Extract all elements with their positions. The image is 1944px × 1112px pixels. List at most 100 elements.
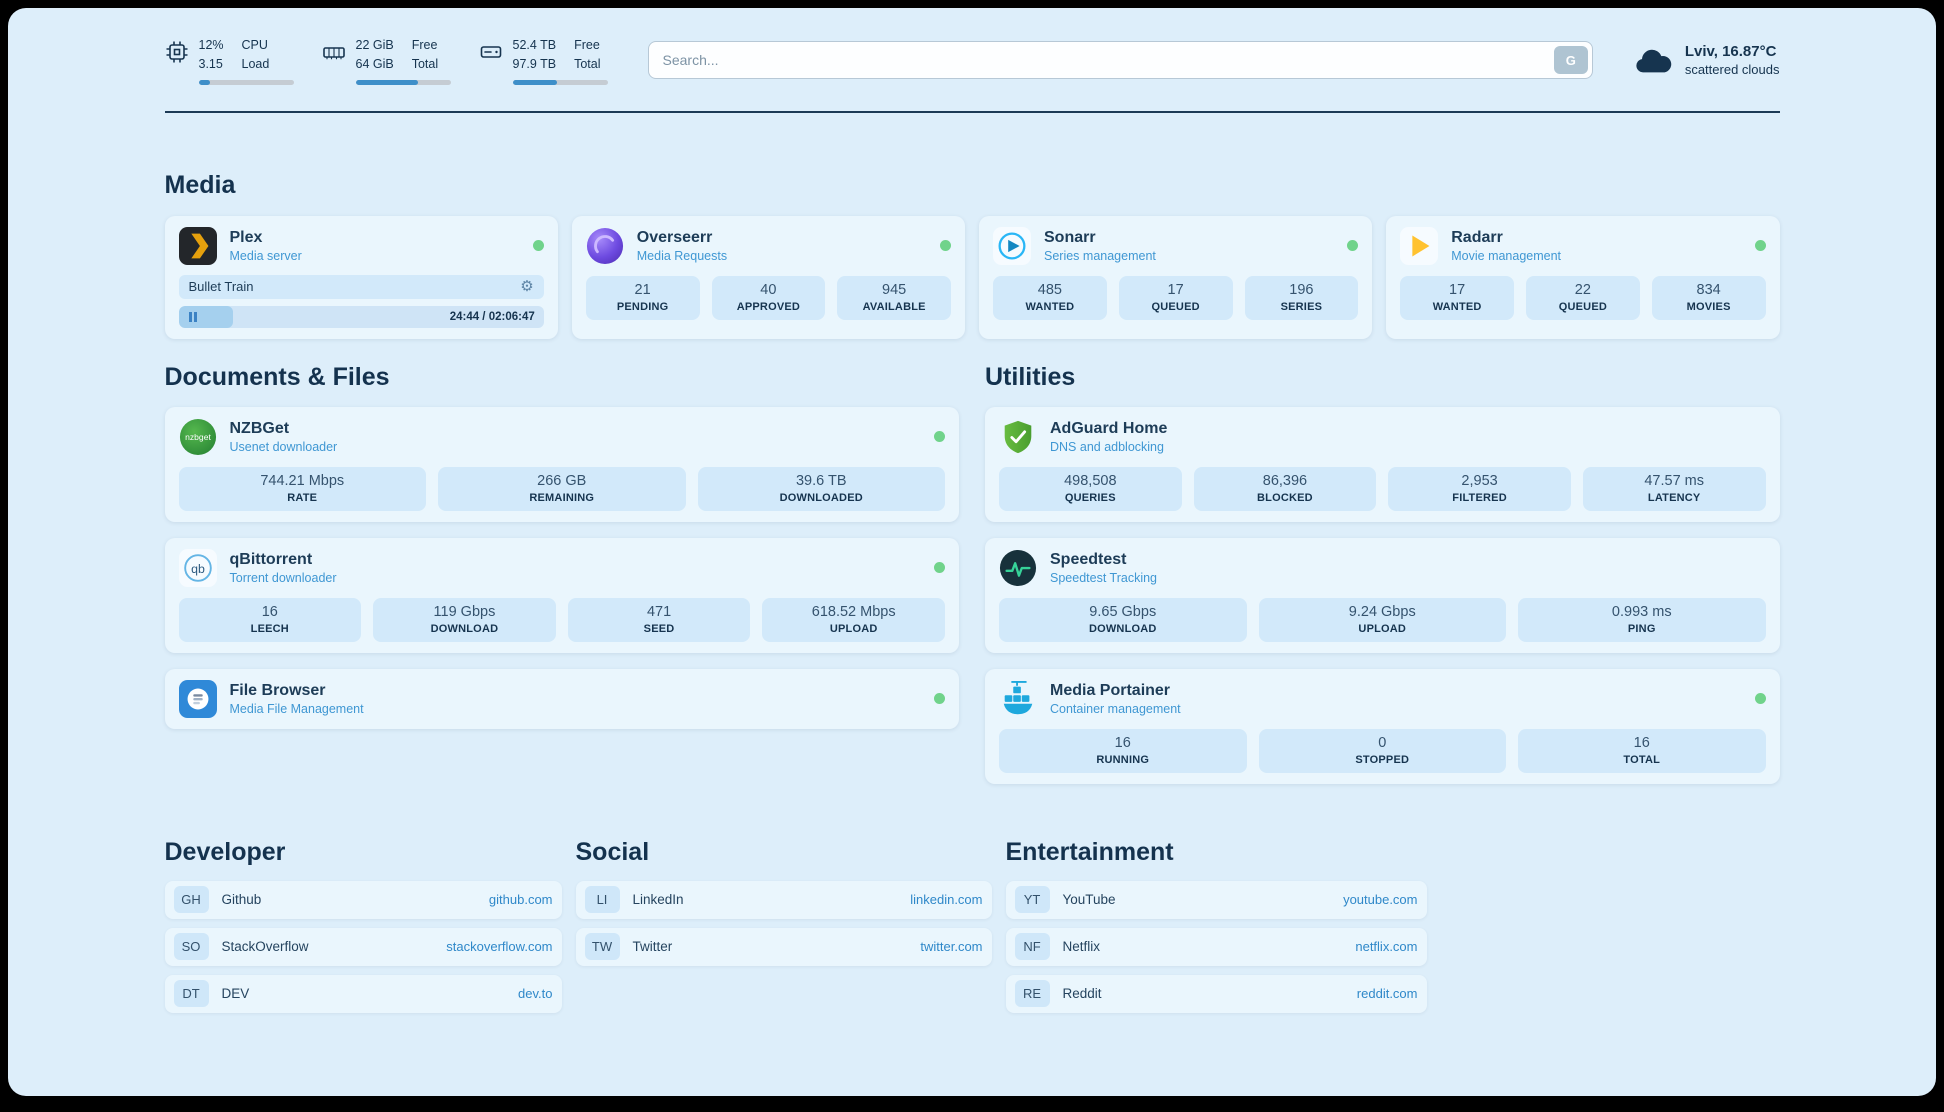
nzbget-icon: nzbget	[179, 418, 217, 456]
stat-box: 9.24 Gbps UPLOAD	[1258, 597, 1506, 642]
cpu-widget: 12% CPU 3.15 Load	[165, 36, 294, 85]
app-name: Overseerr	[636, 228, 713, 246]
status-dot	[1754, 240, 1766, 252]
radarr-icon	[1400, 226, 1439, 265]
link-dev[interactable]: DT DEV dev.to	[164, 974, 562, 1013]
link-reddit[interactable]: RE Reddit reddit.com	[1005, 974, 1427, 1013]
ram-icon	[322, 40, 346, 64]
card-portainer[interactable]: Media Portainer Container management 16 …	[985, 668, 1780, 784]
search-bar: G	[647, 41, 1593, 80]
stat-value: 744.21 Mbps	[260, 472, 345, 489]
card-adguard[interactable]: AdGuard Home DNS and adblocking 498,508 …	[985, 406, 1780, 522]
stat-box: 16 TOTAL	[1518, 728, 1766, 773]
portainer-icon	[999, 680, 1037, 718]
app-subtitle: Usenet downloader	[229, 439, 338, 454]
stat-box: 22 QUEUED	[1526, 275, 1640, 320]
stat-value: 0.993 ms	[1611, 603, 1672, 620]
card-speedtest[interactable]: Speedtest Speedtest Tracking 9.65 Gbps D…	[985, 537, 1780, 653]
stat-value: 22	[1574, 281, 1591, 298]
stat-label: LEECH	[250, 622, 289, 635]
dashboard: 12% CPU 3.15 Load	[8, 8, 1936, 1096]
stat-box: 16 RUNNING	[999, 728, 1247, 773]
app-name: Sonarr	[1044, 228, 1096, 246]
svg-text:nzbget: nzbget	[185, 432, 211, 442]
link-badge: GH	[173, 886, 209, 914]
card-overseerr[interactable]: Overseerr Media Requests 21 PENDING 40 A…	[571, 215, 965, 339]
app-subtitle: Media Requests	[636, 248, 728, 263]
ram-total-label: Total	[411, 57, 439, 72]
stat-label: DOWNLOADED	[779, 491, 863, 504]
link-badge: YT	[1014, 886, 1050, 914]
stat-box: 47.57 ms LATENCY	[1582, 466, 1766, 511]
playback-progress-bar: 24:44 / 02:06:47	[178, 305, 544, 328]
card-filebrowser[interactable]: File Browser Media File Management	[164, 668, 959, 729]
stat-box: 16 LEECH	[178, 597, 362, 642]
ram-total-value: 64 GiB	[355, 57, 394, 72]
link-badge: TW	[584, 933, 620, 961]
disk-icon	[479, 40, 503, 64]
stat-label: AVAILABLE	[862, 300, 926, 313]
stat-label: RUNNING	[1096, 753, 1150, 766]
link-badge: DT	[173, 980, 209, 1008]
stat-value: 834	[1696, 281, 1721, 298]
link-netflix[interactable]: NF Netflix netflix.com	[1005, 927, 1427, 966]
stat-box: 0 STOPPED	[1258, 728, 1506, 773]
app-subtitle: Media File Management	[229, 701, 364, 716]
link-twitter[interactable]: TW Twitter twitter.com	[575, 927, 992, 966]
stat-value: 498,508	[1064, 472, 1117, 489]
status-dot	[934, 431, 945, 443]
stat-value: 86,396	[1262, 472, 1308, 489]
stat-label: REMAINING	[529, 491, 595, 504]
app-subtitle: Media server	[229, 248, 302, 263]
weather-location: Lviv, 16.87°C	[1684, 43, 1777, 61]
now-playing-row: Bullet Train ⚙	[178, 274, 544, 299]
stat-box: 945 AVAILABLE	[837, 275, 951, 320]
link-stackoverflow[interactable]: SO StackOverflow stackoverflow.com	[164, 927, 562, 966]
card-qbittorrent[interactable]: qb qBittorrent Torrent downloader	[164, 537, 959, 653]
stat-value: 40	[760, 281, 777, 298]
stat-box: 17 WANTED	[1400, 275, 1514, 320]
card-sonarr[interactable]: Sonarr Series management 485 WANTED 17 Q…	[979, 215, 1373, 339]
app-subtitle: Speedtest Tracking	[1050, 570, 1158, 585]
section-developer: Developer GH Github github.com SO StackO…	[164, 838, 562, 1013]
app-name: Plex	[229, 228, 263, 246]
stat-value: 266 GB	[537, 472, 587, 489]
card-plex[interactable]: Plex Media server Bullet Train ⚙ 24:44 /…	[164, 215, 558, 339]
filebrowser-icon	[178, 679, 217, 718]
now-playing-title: Bullet Train	[188, 279, 254, 295]
cpu-load-value: 3.15	[198, 57, 223, 72]
card-nzbget[interactable]: nzbget NZBGet Usenet downloader 74	[164, 406, 959, 522]
settings-gear-icon[interactable]: ⚙	[520, 278, 534, 296]
stat-label: APPROVED	[736, 300, 801, 313]
stat-box: 17 QUEUED	[1118, 275, 1233, 320]
cloud-icon	[1633, 44, 1673, 76]
link-youtube[interactable]: YT YouTube youtube.com	[1005, 880, 1427, 919]
app-name: Media Portainer	[1050, 681, 1171, 699]
search-engine-button[interactable]: G	[1553, 46, 1588, 75]
card-radarr[interactable]: Radarr Movie management 17 WANTED 22 QUE…	[1386, 215, 1780, 339]
stat-label: WANTED	[1432, 300, 1482, 313]
stat-label: SERIES	[1280, 300, 1323, 313]
ram-widget: 22 GiB Free 64 GiB Total	[322, 36, 451, 85]
ram-free-label: Free	[411, 38, 438, 52]
app-name: Speedtest	[1050, 550, 1127, 568]
link-linkedin[interactable]: LI LinkedIn linkedin.com	[575, 880, 992, 919]
link-domain: stackoverflow.com	[446, 939, 553, 955]
ram-progress-bar	[355, 79, 451, 85]
stat-value: 16	[1633, 734, 1650, 751]
stat-label: WANTED	[1025, 300, 1075, 313]
stat-value: 21	[634, 281, 651, 298]
disk-widget: 52.4 TB Free 97.9 TB Total	[479, 36, 608, 85]
search-input[interactable]	[647, 41, 1593, 80]
stat-value: 945	[882, 281, 907, 298]
link-github[interactable]: GH Github github.com	[164, 880, 562, 919]
link-domain: linkedin.com	[910, 892, 983, 908]
app-name: File Browser	[229, 681, 326, 699]
disk-free-value: 52.4 TB	[512, 38, 557, 52]
stat-value: 9.65 Gbps	[1089, 603, 1157, 620]
stat-value: 2,953	[1461, 472, 1498, 489]
app-subtitle: Torrent downloader	[229, 570, 337, 585]
cpu-label: CPU	[241, 38, 268, 52]
stat-box: 196 SERIES	[1244, 275, 1359, 320]
link-name: StackOverflow	[221, 939, 309, 955]
